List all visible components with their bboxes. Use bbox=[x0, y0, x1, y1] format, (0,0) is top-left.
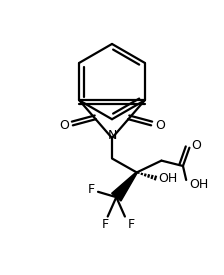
Text: F: F bbox=[88, 183, 95, 196]
Text: F: F bbox=[102, 218, 109, 230]
Text: O: O bbox=[155, 119, 165, 132]
Text: OH: OH bbox=[158, 172, 178, 185]
Text: N: N bbox=[107, 129, 117, 142]
Text: F: F bbox=[128, 218, 135, 230]
Polygon shape bbox=[112, 172, 137, 201]
Text: O: O bbox=[191, 139, 201, 153]
Text: OH: OH bbox=[189, 178, 208, 191]
Text: O: O bbox=[59, 119, 69, 132]
